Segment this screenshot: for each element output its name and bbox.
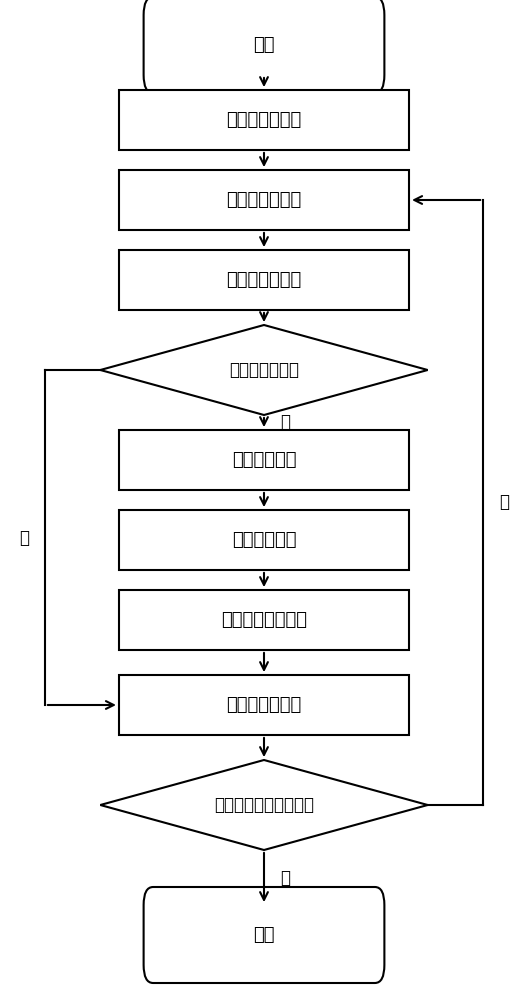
- Bar: [119, 430, 409, 490]
- Polygon shape: [100, 760, 428, 850]
- Bar: [119, 170, 409, 230]
- Bar: [119, 90, 409, 150]
- Text: 是否为红枣轮廓: 是否为红枣轮廓: [229, 361, 299, 379]
- Text: 红枣颜色判别: 红枣颜色判别: [232, 451, 296, 469]
- Polygon shape: [100, 325, 428, 415]
- FancyBboxPatch shape: [144, 887, 384, 983]
- Bar: [119, 675, 409, 735]
- Text: 红枣图像采集是否结束: 红枣图像采集是否结束: [214, 796, 314, 814]
- FancyBboxPatch shape: [144, 0, 384, 93]
- Text: 红枣图像的处理: 红枣图像的处理: [227, 271, 301, 289]
- Text: 否: 否: [19, 528, 29, 546]
- Text: 否: 否: [499, 493, 509, 511]
- Text: 红枣图像的提取: 红枣图像的提取: [227, 191, 301, 209]
- Text: 红枣大小等级判别: 红枣大小等级判别: [221, 611, 307, 629]
- Bar: [119, 510, 409, 570]
- Text: 是: 是: [280, 414, 290, 432]
- Text: 结束: 结束: [253, 926, 275, 944]
- Text: 红枣瑕疵判别: 红枣瑕疵判别: [232, 531, 296, 549]
- Text: 是: 是: [280, 868, 290, 886]
- Bar: [119, 590, 409, 650]
- Text: 开始: 开始: [253, 36, 275, 54]
- Text: 红枣的分级分拣: 红枣的分级分拣: [227, 696, 301, 714]
- Bar: [119, 250, 409, 310]
- Text: 红枣图像的采集: 红枣图像的采集: [227, 111, 301, 129]
